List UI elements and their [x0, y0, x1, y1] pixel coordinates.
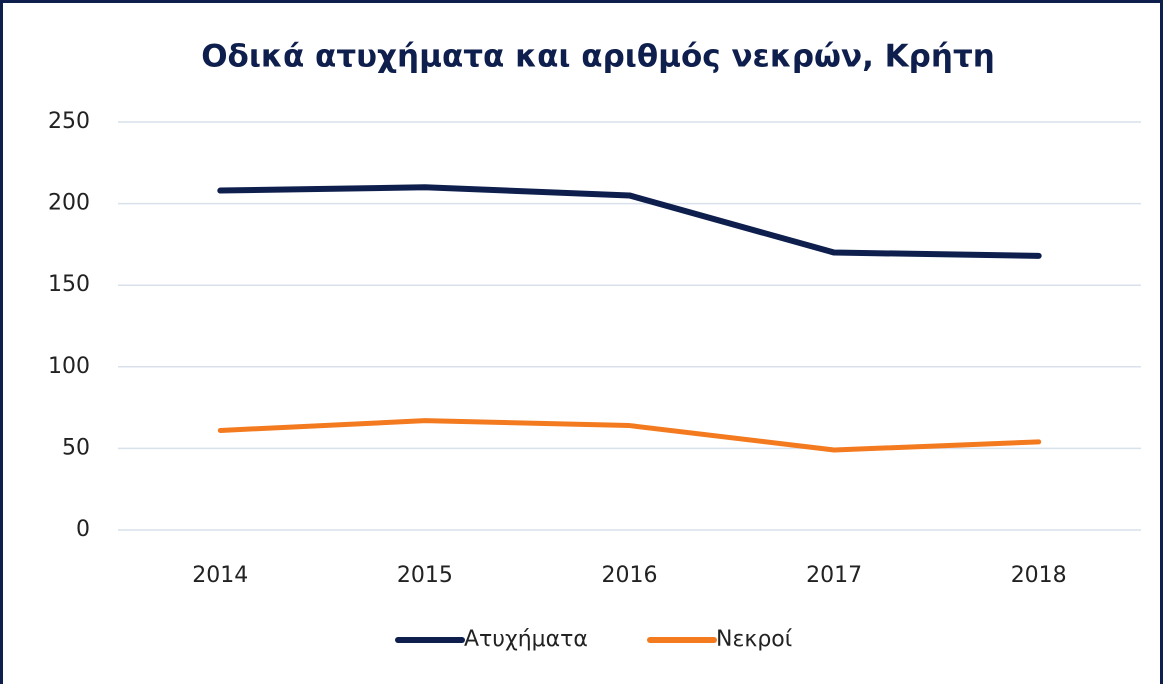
x-tick-label: 2018: [1011, 563, 1067, 588]
y-tick-label: 150: [48, 272, 90, 297]
y-tick-label: 100: [48, 354, 90, 379]
x-tick-label: 2017: [806, 563, 862, 588]
legend-label: Ατυχήματα: [464, 627, 588, 652]
y-tick-label: 50: [62, 435, 90, 460]
x-tick-label: 2016: [602, 563, 658, 588]
y-tick-label: 250: [48, 109, 90, 134]
legend-label: Νεκροί: [716, 627, 793, 652]
y-tick-label: 0: [76, 517, 90, 542]
x-tick-label: 2014: [192, 563, 248, 588]
series-line: [217, 184, 1042, 259]
series-line: [217, 418, 1042, 453]
chart-title: Οδικά ατυχήματα και αριθμός νεκρών, Κρήτ…: [201, 39, 995, 75]
x-tick-label: 2015: [397, 563, 453, 588]
y-tick-label: 200: [48, 191, 90, 216]
